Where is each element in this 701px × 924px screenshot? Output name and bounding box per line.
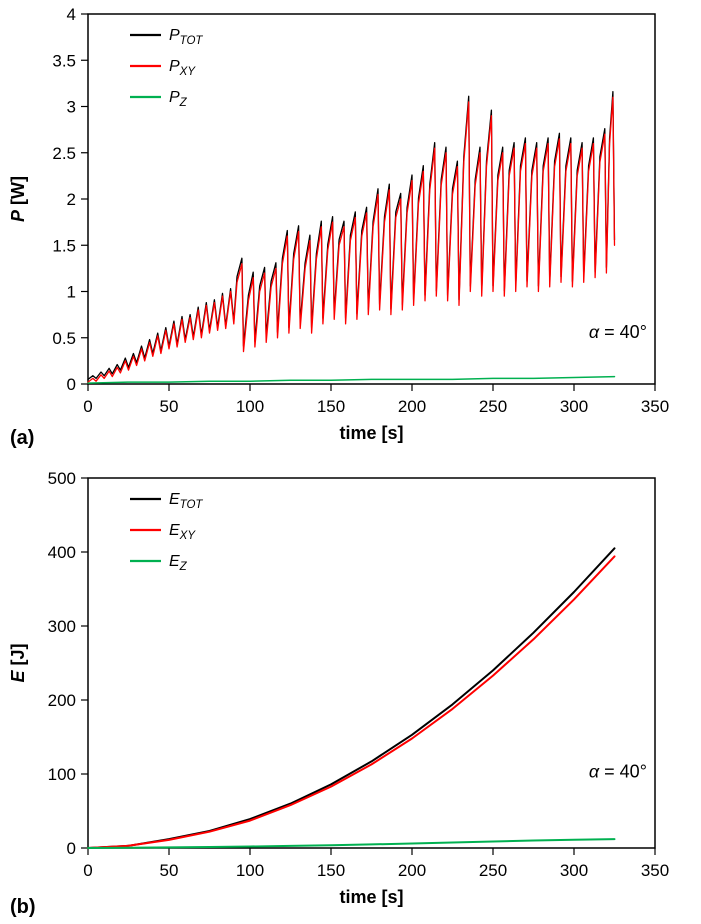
y-tick-label: 0 xyxy=(67,839,76,858)
x-tick-label: 150 xyxy=(317,397,345,416)
legend-label-p-z: PZ xyxy=(169,89,188,109)
x-tick-label: 0 xyxy=(83,397,92,416)
x-tick-label: 50 xyxy=(160,861,179,880)
legend-label-e-tot: ETOT xyxy=(169,491,203,511)
y-tick-label: 2.5 xyxy=(52,144,76,163)
x-axis-title: time [s] xyxy=(339,423,403,443)
panel-label-b: (b) xyxy=(10,896,36,918)
energy-chart: 0 50 100 150 200 250 300 350 0 100 200 300 400 500 tim… xyxy=(8,469,669,907)
series-e-xy-line xyxy=(87,555,616,849)
y-tick-label: 0 xyxy=(67,375,76,394)
y-tick-label: 100 xyxy=(48,765,76,784)
x-tick-label: 0 xyxy=(83,861,92,880)
y-tick-label: 0.5 xyxy=(52,329,76,348)
power-chart: 0 50 100 150 200 250 300 350 0 0.5 1 1.5 2 2.5 3 3.5 4 ti… xyxy=(8,5,669,443)
legend-label-p-tot: PTOT xyxy=(169,27,203,47)
y-tick-label: 1 xyxy=(67,283,76,302)
y-axis-unit: [W] xyxy=(8,176,28,210)
x-tick-label: 350 xyxy=(641,861,669,880)
x-tick-label: 300 xyxy=(560,861,588,880)
y-axis-unit: [J] xyxy=(8,643,28,670)
x-axis: 0 50 100 150 200 250 300 350 xyxy=(83,384,669,416)
y-axis-title: P [W] xyxy=(8,176,28,222)
x-tick-label: 100 xyxy=(236,397,264,416)
y-axis-variable: P xyxy=(8,209,28,222)
legend-label-p-xy: PXY xyxy=(169,58,196,78)
y-tick-label: 200 xyxy=(48,691,76,710)
x-tick-label: 200 xyxy=(398,397,426,416)
series-p-z-line xyxy=(87,375,616,384)
x-tick-label: 100 xyxy=(236,861,264,880)
y-tick-label: 3.5 xyxy=(52,51,76,70)
x-tick-label: 250 xyxy=(479,861,507,880)
series-e-z-line xyxy=(87,838,616,849)
y-axis: 0 0.5 1 1.5 2 2.5 3 3.5 4 xyxy=(52,5,88,394)
x-tick-label: 350 xyxy=(641,397,669,416)
panel-label-a: (a) xyxy=(10,427,35,449)
x-tick-label: 200 xyxy=(398,861,426,880)
figure-energy: 0 50 100 150 200 250 300 350 0 100 200 300 400 500 tim… xyxy=(0,455,701,924)
legend: ETOT EXY EZ xyxy=(130,491,203,573)
x-tick-label: 150 xyxy=(317,861,345,880)
y-axis-title: E [J] xyxy=(8,643,28,682)
legend: PTOT PXY PZ xyxy=(130,27,203,109)
y-tick-label: 4 xyxy=(67,5,76,24)
series-p-xy-line xyxy=(87,96,616,383)
y-axis: 0 100 200 300 400 500 xyxy=(48,469,88,858)
y-axis-variable: E xyxy=(8,670,28,683)
figure-power: 0 50 100 150 200 250 300 350 0 0.5 1 1.5 2 2.5 3 3.5 4 ti… xyxy=(0,0,701,455)
y-tick-label: 1.5 xyxy=(52,236,76,255)
legend-label-e-z: EZ xyxy=(169,553,188,573)
plot-frame xyxy=(87,477,656,849)
x-tick-label: 300 xyxy=(560,397,588,416)
x-axis-title: time [s] xyxy=(339,887,403,907)
alpha-annotation: α = 40° xyxy=(589,322,647,342)
series-e-tot-line xyxy=(87,547,616,849)
legend-label-e-xy: EXY xyxy=(169,522,196,542)
y-tick-label: 3 xyxy=(67,98,76,117)
y-tick-label: 2 xyxy=(67,190,76,209)
y-tick-label: 300 xyxy=(48,617,76,636)
x-axis: 0 50 100 150 200 250 300 350 xyxy=(83,848,669,880)
x-tick-label: 250 xyxy=(479,397,507,416)
y-tick-label: 400 xyxy=(48,543,76,562)
y-tick-label: 500 xyxy=(48,469,76,488)
alpha-annotation: α = 40° xyxy=(589,762,647,782)
x-tick-label: 50 xyxy=(160,397,179,416)
